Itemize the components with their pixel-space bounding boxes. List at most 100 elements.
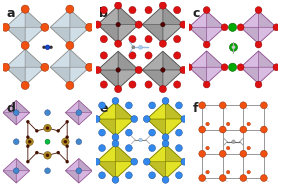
Circle shape [174,52,181,59]
Circle shape [41,23,49,31]
Polygon shape [115,145,134,162]
Circle shape [115,40,122,47]
Text: b: b [99,7,108,20]
Polygon shape [6,27,25,45]
Circle shape [65,145,69,148]
Circle shape [145,6,152,14]
Circle shape [26,160,30,163]
Circle shape [100,6,107,14]
Circle shape [226,122,230,126]
Polygon shape [50,27,70,45]
Polygon shape [25,67,45,85]
Polygon shape [79,171,92,183]
Circle shape [126,145,132,152]
Polygon shape [163,6,183,25]
Circle shape [174,6,181,14]
Text: f: f [192,102,198,115]
Circle shape [260,175,267,181]
Circle shape [255,7,262,13]
Circle shape [66,41,74,50]
Circle shape [139,45,142,49]
Circle shape [65,120,69,123]
Circle shape [126,172,132,179]
Circle shape [93,158,100,165]
Circle shape [273,64,280,71]
Circle shape [46,154,49,157]
Circle shape [116,22,120,27]
Circle shape [85,23,94,31]
Polygon shape [166,119,184,136]
Circle shape [76,110,82,115]
Circle shape [42,46,45,49]
Text: d: d [6,102,15,115]
Polygon shape [115,119,134,136]
Circle shape [76,168,82,174]
Circle shape [94,21,101,28]
Circle shape [221,64,228,71]
Circle shape [45,168,50,174]
Circle shape [159,85,166,93]
Polygon shape [166,102,184,119]
Circle shape [44,152,51,159]
Circle shape [112,140,119,147]
Circle shape [115,85,122,93]
Polygon shape [142,51,163,70]
Circle shape [199,102,206,109]
Circle shape [145,81,152,88]
Circle shape [57,151,60,154]
Circle shape [240,150,247,157]
Circle shape [129,6,136,14]
Circle shape [185,24,192,31]
Polygon shape [3,171,16,183]
Circle shape [26,136,30,139]
Polygon shape [97,102,115,119]
Circle shape [94,66,101,74]
Circle shape [149,102,155,109]
Polygon shape [70,67,90,85]
Circle shape [64,140,67,143]
Polygon shape [147,145,166,162]
Polygon shape [241,27,259,44]
Circle shape [143,115,150,122]
Polygon shape [70,49,90,67]
Circle shape [176,102,182,109]
Polygon shape [6,9,25,27]
Polygon shape [98,6,118,25]
Circle shape [21,81,29,90]
Circle shape [237,24,244,31]
Circle shape [181,115,188,122]
Polygon shape [98,51,118,70]
Circle shape [240,126,247,133]
Circle shape [13,139,19,145]
Circle shape [260,102,267,109]
Polygon shape [163,25,183,43]
Circle shape [50,46,53,49]
Polygon shape [65,159,79,171]
Circle shape [199,150,206,157]
Polygon shape [166,145,184,162]
Circle shape [100,36,107,43]
Circle shape [21,5,29,13]
Circle shape [226,146,230,150]
Circle shape [232,140,235,143]
Circle shape [237,64,244,71]
Polygon shape [142,6,163,25]
Polygon shape [65,171,79,183]
Circle shape [112,97,119,104]
Circle shape [13,168,19,174]
Circle shape [162,176,169,183]
Polygon shape [118,70,139,89]
Circle shape [255,41,262,48]
Circle shape [273,24,280,31]
Polygon shape [241,51,259,67]
Circle shape [203,41,210,48]
Circle shape [57,129,60,132]
Circle shape [65,160,69,163]
Polygon shape [259,11,277,27]
Circle shape [149,145,155,152]
Circle shape [219,175,226,181]
Polygon shape [16,159,30,171]
Circle shape [161,68,165,72]
Circle shape [181,158,188,165]
Polygon shape [25,9,45,27]
